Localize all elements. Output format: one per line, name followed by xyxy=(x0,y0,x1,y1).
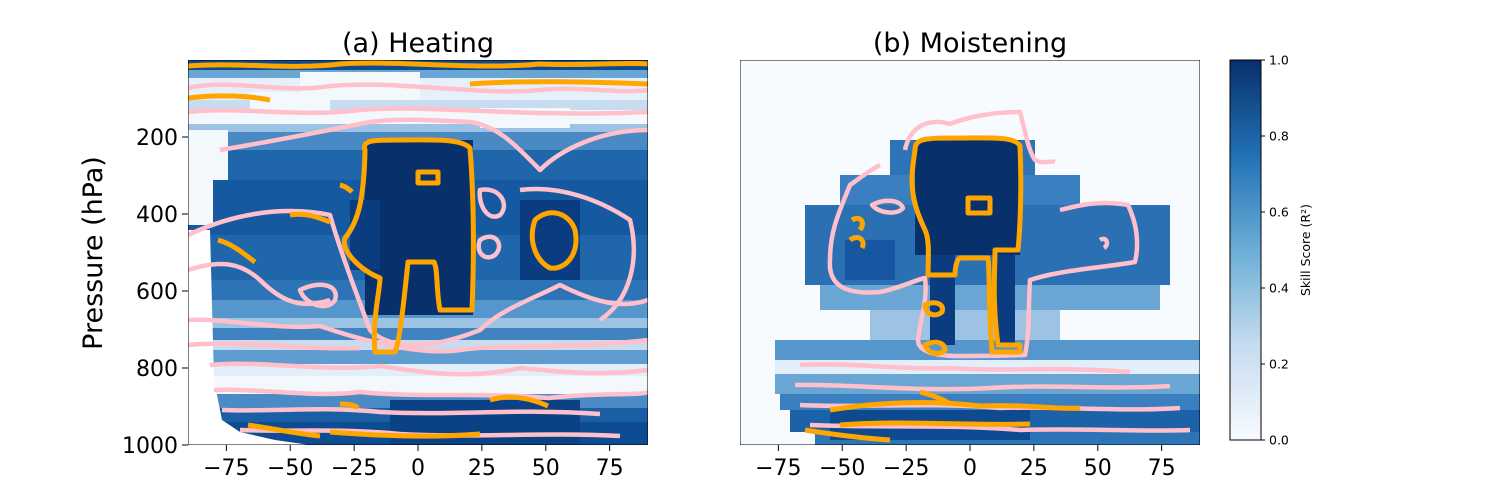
heating-y-tick-label: 400 xyxy=(136,203,178,228)
colorbar-gradient xyxy=(1229,59,1262,441)
moistening-x-axis: −75 −50 −25 0 25 50 75 xyxy=(755,445,1176,481)
heating-x-axis: −75 −50 −25 0 25 50 75 xyxy=(203,445,624,481)
heating-x-tick-label: −75 xyxy=(203,456,249,481)
colorbar-label: Skill Score (R²) xyxy=(1298,204,1313,296)
heating-x-tick-label: −25 xyxy=(331,456,377,481)
moistening-x-tick-label: −25 xyxy=(883,456,929,481)
heating-x-tick-label: 75 xyxy=(596,456,624,481)
colorbar-tick-label: 1.0 xyxy=(1269,53,1289,68)
colorbar-tick-label: 0.6 xyxy=(1269,205,1289,220)
moistening-x-tick-label: −50 xyxy=(819,456,865,481)
moistening-contours-orange xyxy=(804,135,1081,443)
panel-heating-title: (a) Heating xyxy=(342,28,494,59)
moistening-x-tick-label: 75 xyxy=(1148,456,1176,481)
heating-y-label: Pressure (hPa) xyxy=(78,156,109,350)
colorbar-tick-label: 0.2 xyxy=(1269,357,1289,372)
heating-x-tick-label: 50 xyxy=(532,456,560,481)
panel-moistening: (b) Moistening xyxy=(740,28,1200,481)
heating-y-tick-label: 800 xyxy=(136,357,178,382)
moistening-x-tick-label: 50 xyxy=(1084,456,1112,481)
heating-contours-orange xyxy=(188,60,648,439)
heating-y-tick-label: 600 xyxy=(136,280,178,305)
colorbar-tick-label: 0.0 xyxy=(1269,433,1289,448)
moistening-x-tick-label: 0 xyxy=(963,456,977,481)
heating-x-tick-label: 0 xyxy=(411,456,425,481)
heating-below-surface-mask xyxy=(188,230,310,445)
moistening-x-tick-label: 25 xyxy=(1020,456,1048,481)
heating-y-axis: 200 400 600 800 1000 xyxy=(122,126,188,459)
heating-y-tick-label: 1000 xyxy=(122,434,178,459)
heating-y-tick-label: 200 xyxy=(136,126,178,151)
colorbar: 0.0 0.2 0.4 0.6 0.8 1.0 Skill Score (R²) xyxy=(1229,53,1313,448)
panel-heating: (a) Heating xyxy=(78,28,648,481)
colorbar-tick-label: 0.8 xyxy=(1269,129,1289,144)
heating-heatmap xyxy=(188,60,648,445)
moistening-x-tick-label: −75 xyxy=(755,456,801,481)
colorbar-tick-label: 0.4 xyxy=(1269,281,1289,296)
heating-x-tick-label: −50 xyxy=(267,456,313,481)
moistening-heatmap xyxy=(740,60,1200,445)
heating-x-tick-label: 25 xyxy=(468,456,496,481)
colorbar-ticks: 0.0 0.2 0.4 0.6 0.8 1.0 xyxy=(1261,53,1289,448)
panel-moistening-title: (b) Moistening xyxy=(873,28,1067,59)
